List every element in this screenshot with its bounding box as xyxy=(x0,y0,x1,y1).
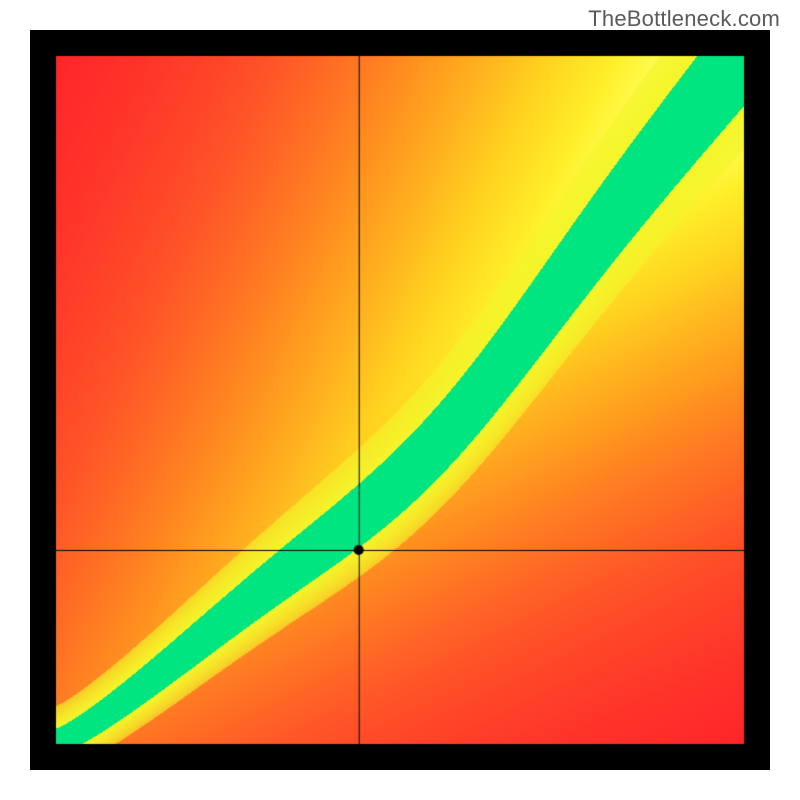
bottleneck-heatmap xyxy=(30,30,770,770)
watermark-text: TheBottleneck.com xyxy=(588,6,780,32)
